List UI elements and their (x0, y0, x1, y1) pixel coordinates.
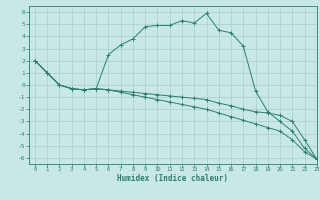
X-axis label: Humidex (Indice chaleur): Humidex (Indice chaleur) (117, 174, 228, 183)
